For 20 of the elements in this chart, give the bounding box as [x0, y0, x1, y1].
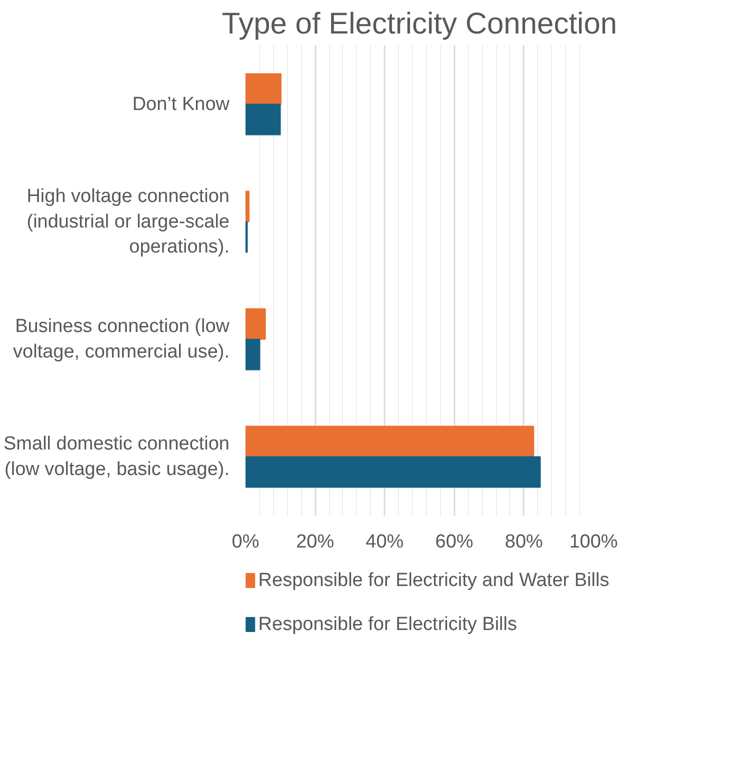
- bar: [246, 338, 260, 370]
- chart-title: Type of Electricity Connection: [222, 8, 618, 40]
- bar: [246, 104, 281, 136]
- y-tick-label: Don’t Know: [132, 94, 230, 115]
- bar: [246, 426, 534, 458]
- x-tick-label: 80%: [504, 532, 544, 552]
- bar: [246, 456, 541, 488]
- x-tick-label: 100%: [569, 532, 618, 552]
- y-tick-label: Business connection (low voltage, commercial use).: [13, 316, 230, 362]
- bar: [246, 190, 250, 222]
- y-tick-label: High voltage connection (industrial or large-scale operations).: [26, 186, 230, 258]
- x-tick-label: 0%: [232, 532, 260, 552]
- legend-label: Responsible for Electricity and Water Bills: [258, 570, 610, 591]
- y-tick-label: Small domestic connection (low voltage, basic usage).: [4, 434, 230, 480]
- legend-label: Responsible for Electricity Bills: [258, 614, 517, 635]
- bar: [246, 308, 266, 340]
- bar: [246, 73, 282, 105]
- x-tick-label: 40%: [366, 532, 404, 552]
- x-tick-label: 20%: [296, 532, 334, 552]
- x-tick-label: 60%: [435, 532, 474, 552]
